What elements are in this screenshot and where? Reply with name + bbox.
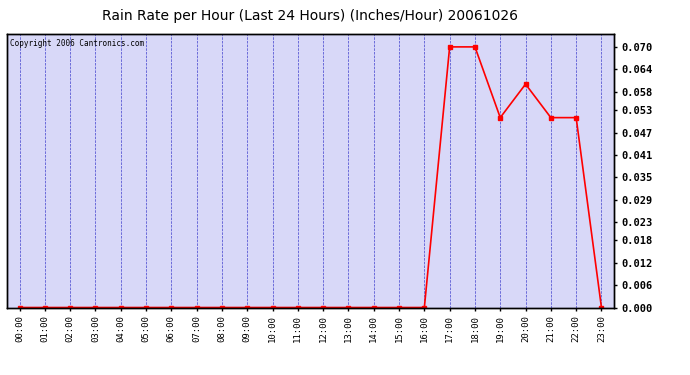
Text: Copyright 2006 Cantronics.com: Copyright 2006 Cantronics.com: [10, 39, 144, 48]
Text: Rain Rate per Hour (Last 24 Hours) (Inches/Hour) 20061026: Rain Rate per Hour (Last 24 Hours) (Inch…: [103, 9, 518, 23]
